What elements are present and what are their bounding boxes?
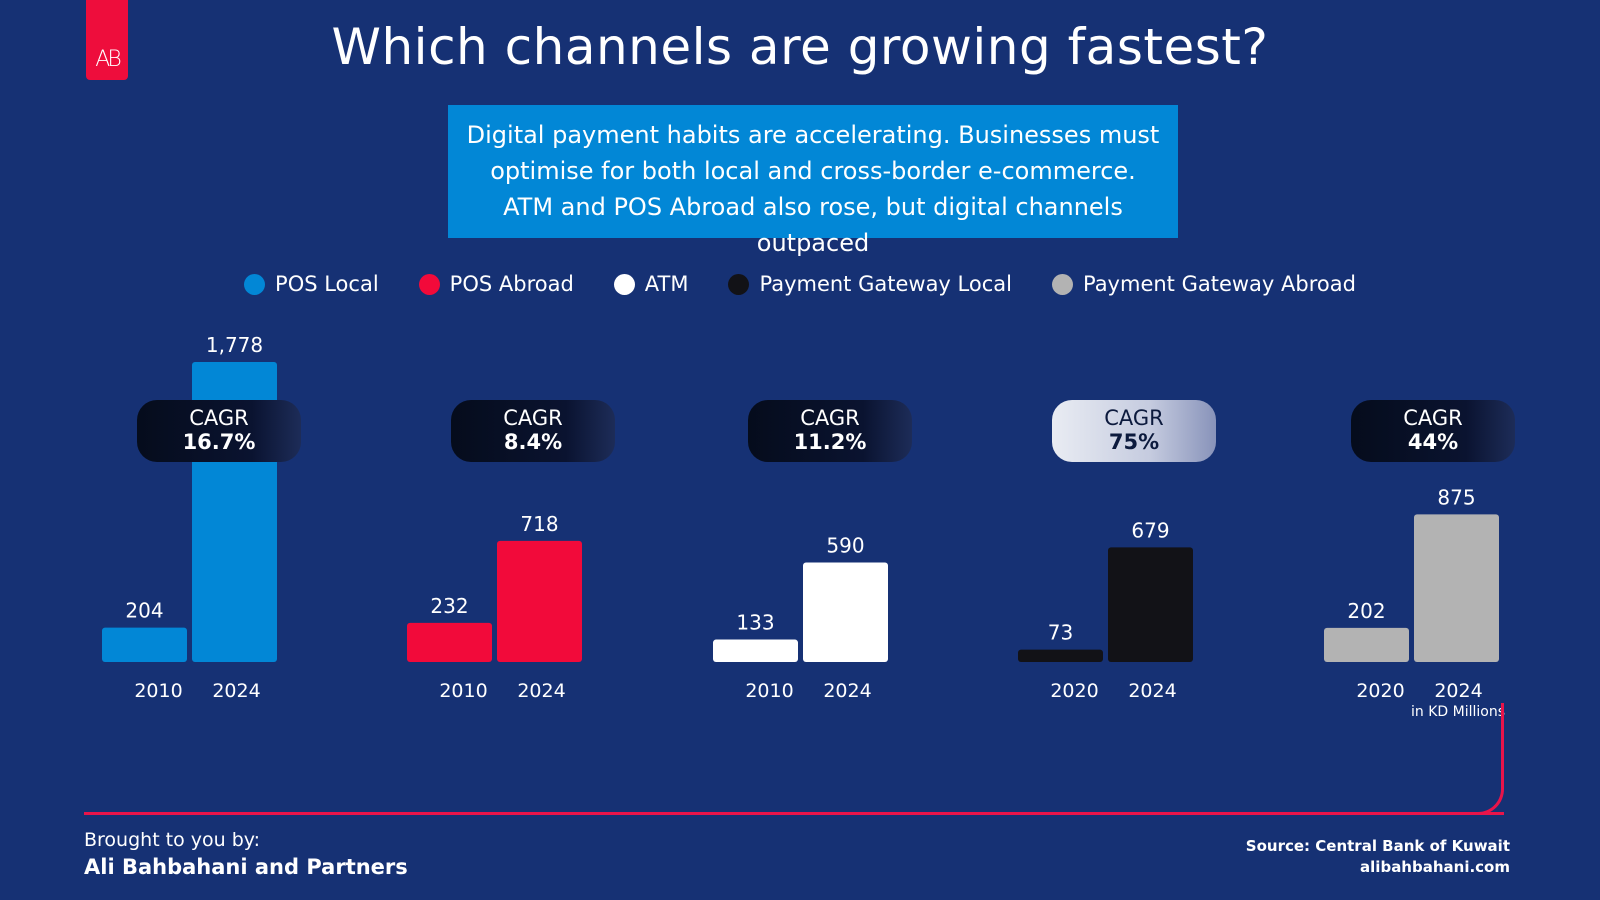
cagr-label-gateway-abroad: CAGR xyxy=(1403,406,1463,430)
bar-atm-2010 xyxy=(713,639,798,662)
chart-legend: POS Local POS Abroad ATM Payment Gateway… xyxy=(0,272,1600,296)
year-label-atm-2010: 2010 xyxy=(745,680,793,702)
bar-gateway-local-2024 xyxy=(1108,547,1193,662)
bar-atm-2024 xyxy=(803,562,888,662)
legend-item-gateway-abroad: Payment Gateway Abroad xyxy=(1051,272,1356,296)
cagr-value-atm: 11.2% xyxy=(793,430,867,454)
cagr-pill-pos-local: CAGR 16.7% xyxy=(137,400,301,462)
legend-dot-pos-abroad xyxy=(418,273,440,295)
accent-corner-line xyxy=(1476,703,1504,815)
value-label-gateway-abroad-2024: 875 xyxy=(1437,485,1475,509)
bar-gateway-abroad-2024 xyxy=(1414,514,1499,662)
callout-box: Digital payment habits are accelerating.… xyxy=(448,105,1178,257)
credit-label: Brought to you by: xyxy=(84,829,261,851)
bar-gateway-abroad-2020 xyxy=(1324,627,1409,662)
accent-divider-line xyxy=(84,812,1504,815)
legend-label-atm: ATM xyxy=(644,272,689,296)
bar-pos-abroad-2024 xyxy=(497,540,582,662)
legend-dot-gateway-local xyxy=(728,273,750,295)
cagr-label-pos-abroad: CAGR xyxy=(503,406,563,430)
cagr-label-atm: CAGR xyxy=(800,406,860,430)
website-link[interactable]: alibahbahani.com xyxy=(1360,858,1510,876)
legend-dot-gateway-abroad xyxy=(1051,273,1073,295)
year-label-gateway-local-2024: 2024 xyxy=(1128,680,1176,702)
value-label-pos-local-2024: 1,778 xyxy=(206,333,263,357)
legend-item-gateway-local: Payment Gateway Local xyxy=(728,272,1012,296)
year-label-atm-2024: 2024 xyxy=(823,680,871,702)
brand-logo: AB xyxy=(86,0,128,80)
cagr-label-gateway-local: CAGR xyxy=(1104,406,1164,430)
year-label-pos-abroad-2024: 2024 xyxy=(517,680,565,702)
credit-name: Ali Bahbahani and Partners xyxy=(84,855,408,879)
legend-item-pos-abroad: POS Abroad xyxy=(418,272,574,296)
year-label-gateway-abroad-2020: 2020 xyxy=(1356,680,1404,702)
year-label-gateway-local-2020: 2020 xyxy=(1050,680,1098,702)
year-label-gateway-abroad-2024: 2024 xyxy=(1434,680,1482,702)
page-title: Which channels are growing fastest? xyxy=(331,18,1269,76)
value-label-atm-2024: 590 xyxy=(826,533,864,557)
cagr-value-pos-abroad: 8.4% xyxy=(503,430,563,454)
logo-text: AB xyxy=(95,47,122,72)
value-label-gateway-abroad-2020: 202 xyxy=(1347,599,1385,623)
bar-pos-local-2010 xyxy=(102,627,187,662)
legend-label-gateway-abroad: Payment Gateway Abroad xyxy=(1082,272,1356,296)
legend-label-gateway-local: Payment Gateway Local xyxy=(759,272,1012,296)
value-label-pos-local-2010: 204 xyxy=(125,599,163,623)
source-block: Source: Central Bank of Kuwait alibahbah… xyxy=(1246,836,1510,878)
cagr-pill-atm: CAGR 11.2% xyxy=(748,400,912,462)
legend-label-pos-local: POS Local xyxy=(275,272,379,296)
year-label-pos-local-2024: 2024 xyxy=(212,680,260,702)
cagr-pill-gateway-local: CAGR 75% xyxy=(1052,400,1216,462)
legend-label-pos-abroad: POS Abroad xyxy=(449,272,574,296)
cagr-pill-pos-abroad: CAGR 8.4% xyxy=(451,400,615,462)
legend-item-atm: ATM xyxy=(613,272,689,296)
cagr-label-pos-local: CAGR xyxy=(189,406,249,430)
bar-gateway-local-2020 xyxy=(1018,649,1103,662)
value-label-pos-abroad-2010: 232 xyxy=(430,594,468,618)
cagr-value-gateway-local: 75% xyxy=(1108,430,1160,454)
year-label-pos-abroad-2010: 2010 xyxy=(439,680,487,702)
cagr-pill-gateway-abroad: CAGR 44% xyxy=(1351,400,1515,462)
value-label-atm-2010: 133 xyxy=(736,611,774,635)
value-label-pos-abroad-2024: 718 xyxy=(520,512,558,536)
cagr-value-gateway-abroad: 44% xyxy=(1407,430,1459,454)
bar-pos-abroad-2010 xyxy=(407,622,492,662)
legend-dot-atm xyxy=(613,273,635,295)
value-label-gateway-local-2020: 73 xyxy=(1048,621,1073,645)
legend-dot-pos-local xyxy=(244,273,266,295)
cagr-value-pos-local: 16.7% xyxy=(182,430,256,454)
legend-item-pos-local: POS Local xyxy=(244,272,379,296)
source-text: Source: Central Bank of Kuwait xyxy=(1245,837,1510,855)
value-label-gateway-local-2024: 679 xyxy=(1131,518,1169,542)
year-label-pos-local-2010: 2010 xyxy=(134,680,182,702)
